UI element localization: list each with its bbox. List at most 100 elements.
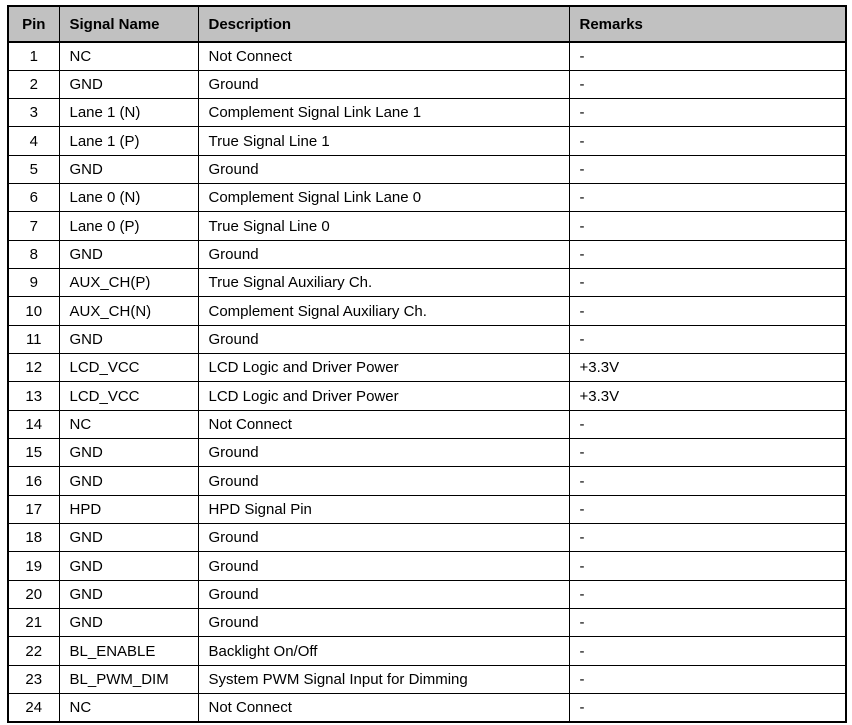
- description-cell: Ground: [197, 608, 570, 638]
- remarks-cell: -: [568, 636, 847, 666]
- description-cell: Ground: [197, 579, 570, 610]
- remarks-cell: -: [568, 41, 847, 71]
- remarks-cell: -: [568, 126, 847, 156]
- table-row: 6 Lane 0 (N) Complement Signal Link Lane 0…: [7, 183, 847, 213]
- signal-name-cell: Lane 0 (N): [58, 183, 199, 213]
- pin-number-cell: 14: [7, 409, 60, 440]
- remarks-cell: -: [568, 438, 847, 468]
- signal-name-cell: AUX_CH(N): [58, 296, 199, 326]
- table-row: 23 BL_PWM_DIM System PWM Signal Input for …: [7, 664, 847, 695]
- signal-name-cell: GND: [58, 438, 199, 468]
- description-cell: True Signal Line 0: [197, 211, 570, 241]
- signal-name-cell: HPD: [58, 494, 199, 525]
- remarks-cell: -: [568, 664, 847, 695]
- signal-name-cell: NC: [58, 693, 199, 723]
- pin-number-cell: 8: [7, 239, 60, 270]
- signal-name-cell: GND: [58, 608, 199, 638]
- signal-name-cell: NC: [58, 41, 199, 71]
- description-cell: System PWM Signal Input for Dimming: [197, 664, 570, 695]
- pin-number-cell: 5: [7, 154, 60, 185]
- header-row: Pin Signal Name Description Remarks: [7, 5, 847, 43]
- description-cell: Ground: [197, 523, 570, 553]
- remarks-cell: -: [568, 523, 847, 553]
- signal-name-cell: Lane 1 (P): [58, 126, 199, 156]
- description-cell: Complement Signal Link Lane 0: [197, 183, 570, 213]
- table-row: 9 AUX_CH(P) True Signal Auxiliary Ch. -: [7, 268, 847, 298]
- signal-name-cell: NC: [58, 409, 199, 440]
- pin-number-cell: 21: [7, 608, 60, 638]
- remarks-cell: -: [568, 183, 847, 213]
- signal-name-cell: GND: [58, 324, 199, 355]
- pin-number-cell: 16: [7, 466, 60, 496]
- remarks-cell: -: [568, 324, 847, 355]
- remarks-cell: +3.3V: [568, 353, 847, 383]
- table-row: 21 GND Ground -: [7, 608, 847, 638]
- pin-number-cell: 6: [7, 183, 60, 213]
- remarks-cell: +3.3V: [568, 381, 847, 411]
- remarks-cell: -: [568, 296, 847, 326]
- description-cell: Not Connect: [197, 693, 570, 723]
- description-cell: HPD Signal Pin: [197, 494, 570, 525]
- table-row: 17 HPD HPD Signal Pin -: [7, 494, 847, 525]
- pin-number-cell: 22: [7, 636, 60, 666]
- pin-number-cell: 11: [7, 324, 60, 355]
- table-row: 4 Lane 1 (P) True Signal Line 1-: [7, 126, 847, 156]
- table-row: 15 GND Ground -: [7, 438, 847, 468]
- pin-number-cell: 23: [7, 664, 60, 695]
- pin-number-cell: 20: [7, 579, 60, 610]
- column-header-remarks: Remarks: [568, 5, 847, 43]
- remarks-cell: -: [568, 466, 847, 496]
- table-row: 19 GND Ground -: [7, 551, 847, 581]
- table-row: 16 GND Ground -: [7, 466, 847, 496]
- remarks-cell: -: [568, 239, 847, 270]
- table-row: 11 GND Ground -: [7, 324, 847, 355]
- signal-name-cell: BL_PWM_DIM: [58, 664, 199, 695]
- table-row: 1 NC Not Connect -: [7, 41, 847, 71]
- remarks-cell: -: [568, 693, 847, 723]
- table-row: 12 LCD_VCC LCD Logic and Driver Power +3.3V: [7, 353, 847, 383]
- description-cell: True Signal Line 1: [197, 126, 570, 156]
- description-cell: Backlight On/Off: [197, 636, 570, 666]
- description-cell: LCD Logic and Driver Power: [197, 381, 570, 411]
- table-row: 20 GND Ground -: [7, 579, 847, 610]
- pin-number-cell: 13: [7, 381, 60, 411]
- table-row: 8 GND Ground -: [7, 239, 847, 270]
- pin-number-cell: 18: [7, 523, 60, 553]
- pin-number-cell: 24: [7, 693, 60, 723]
- pin-number-cell: 10: [7, 296, 60, 326]
- column-header-signal-name: Signal Name: [58, 5, 199, 43]
- pin-assignment-table: Pin Signal Name Description Remarks 1 NC N…: [7, 5, 847, 723]
- pin-number-cell: 1: [7, 41, 60, 71]
- remarks-cell: -: [568, 69, 847, 100]
- pin-number-cell: 9: [7, 268, 60, 298]
- signal-name-cell: GND: [58, 466, 199, 496]
- remarks-cell: -: [568, 608, 847, 638]
- description-cell: Ground: [197, 154, 570, 185]
- description-cell: Not Connect: [197, 409, 570, 440]
- description-cell: Ground: [197, 324, 570, 355]
- table-row: 7 Lane 0 (P) True Signal Line 0-: [7, 211, 847, 241]
- table-row: 10 AUX_CH(N) Complement Signal Auxiliary C…: [7, 296, 847, 326]
- signal-name-cell: AUX_CH(P): [58, 268, 199, 298]
- pin-table-body: 1 NC Not Connect -2 GND Ground -3 Lane 1 (N) Com…: [7, 41, 847, 723]
- pin-number-cell: 7: [7, 211, 60, 241]
- table-row: 3 Lane 1 (N) Complement Signal Link Lane 1…: [7, 98, 847, 128]
- table-row: 22 BL_ENABLE Backlight On/Off -: [7, 636, 847, 666]
- signal-name-cell: LCD_VCC: [58, 381, 199, 411]
- description-cell: Ground: [197, 551, 570, 581]
- remarks-cell: -: [568, 211, 847, 241]
- pin-number-cell: 15: [7, 438, 60, 468]
- remarks-cell: -: [568, 98, 847, 128]
- signal-name-cell: GND: [58, 551, 199, 581]
- signal-name-cell: GND: [58, 69, 199, 100]
- signal-name-cell: GND: [58, 523, 199, 553]
- table-row: 24 NC Not Connect -: [7, 693, 847, 723]
- description-cell: LCD Logic and Driver Power: [197, 353, 570, 383]
- pin-number-cell: 19: [7, 551, 60, 581]
- table-row: 5 GND Ground -: [7, 154, 847, 185]
- description-cell: Ground: [197, 239, 570, 270]
- remarks-cell: -: [568, 409, 847, 440]
- signal-name-cell: GND: [58, 239, 199, 270]
- remarks-cell: -: [568, 579, 847, 610]
